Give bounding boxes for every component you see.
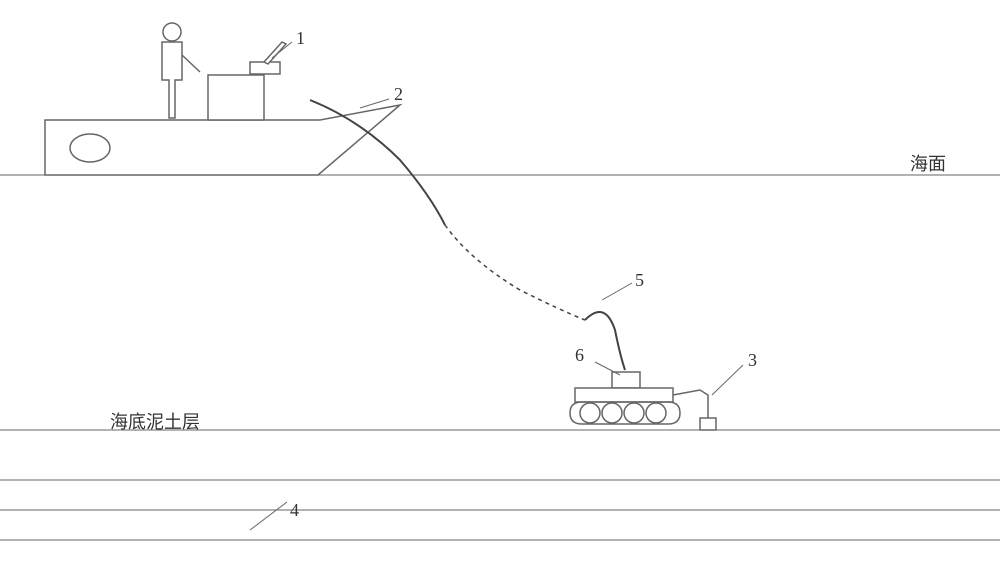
label-seabed: 海底泥土层: [110, 408, 200, 434]
leader-lines: [250, 42, 743, 530]
label-3: 3: [748, 350, 757, 371]
console: [208, 75, 264, 120]
rover-wheel: [602, 403, 622, 423]
leader-2: [360, 99, 389, 108]
leader-3: [712, 365, 743, 395]
diagram-root: 1 2 3 4 5 6 海面 海底泥土层: [0, 0, 1000, 575]
person-arm: [182, 55, 200, 72]
label-2: 2: [394, 84, 403, 105]
leader-5: [602, 283, 632, 300]
leader-6: [595, 362, 620, 375]
rover-turret: [612, 372, 640, 388]
label-4: 4: [290, 500, 299, 521]
label-sea-surface: 海面: [910, 150, 946, 176]
laptop-base: [250, 62, 280, 74]
label-5: 5: [635, 270, 644, 291]
leader-4: [250, 502, 287, 530]
rover-tool: [700, 418, 716, 430]
label-1: 1: [296, 28, 305, 49]
ship: [45, 42, 400, 175]
seabed-layers: [0, 430, 1000, 540]
person: [162, 23, 200, 118]
rover-wheel: [624, 403, 644, 423]
person-head: [163, 23, 181, 41]
diagram-svg: [0, 0, 1000, 575]
cable-solid-2: [585, 312, 625, 370]
person-body: [162, 42, 182, 118]
rover: [570, 372, 716, 430]
label-6: 6: [575, 345, 584, 366]
laptop-screen: [264, 42, 286, 64]
rover-body: [575, 388, 673, 402]
rover-wheel: [580, 403, 600, 423]
ship-window: [70, 134, 110, 162]
cable-dashed: [445, 225, 585, 320]
rover-wheel: [646, 403, 666, 423]
